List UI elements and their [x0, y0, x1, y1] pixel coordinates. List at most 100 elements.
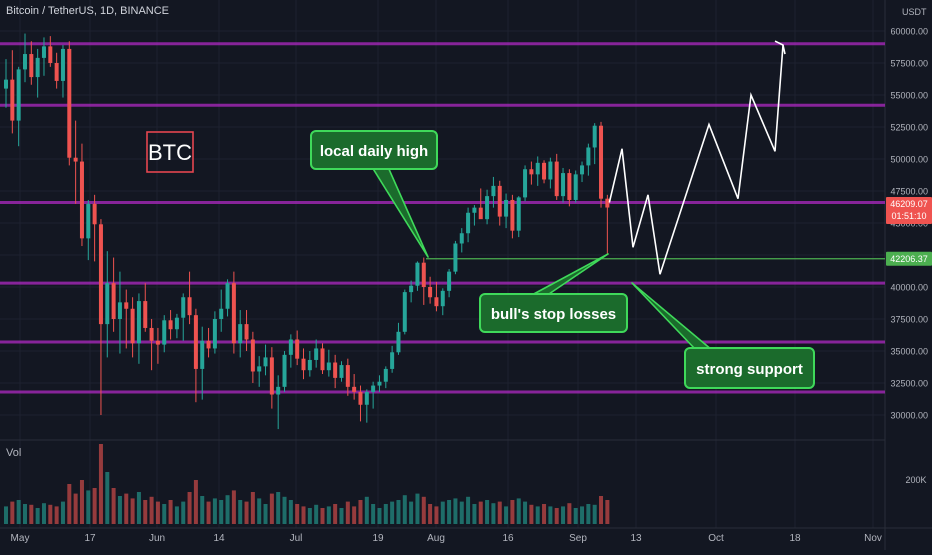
- candle-body: [181, 297, 186, 318]
- volume-bar: [22, 504, 27, 524]
- y-tick-label: 35000.00: [890, 347, 928, 357]
- volume-bar: [48, 504, 53, 524]
- volume-bar: [79, 480, 84, 524]
- candle-body: [510, 199, 515, 231]
- volume-bar: [155, 501, 160, 524]
- candle-body: [105, 283, 110, 325]
- volume-bar: [16, 500, 21, 524]
- volume-bar: [288, 500, 293, 524]
- candle-body: [276, 386, 281, 395]
- candle-body: [459, 233, 464, 244]
- volume-bar: [162, 504, 167, 524]
- candle-body: [16, 69, 21, 121]
- candle-body: [162, 320, 167, 345]
- volume-bar: [345, 501, 350, 524]
- candle-body: [282, 354, 287, 387]
- volume-bar: [269, 493, 274, 524]
- candle-body: [143, 301, 148, 328]
- volume-bar: [466, 496, 471, 524]
- candle-body: [453, 243, 458, 272]
- x-tick-label: 18: [789, 533, 801, 544]
- candle-body: [415, 262, 420, 286]
- volume-bar: [10, 501, 15, 524]
- volume-label: Vol: [6, 447, 22, 459]
- candle-body: [535, 162, 540, 175]
- candle-body: [206, 340, 211, 349]
- candle-body: [599, 125, 604, 199]
- volume-bar: [92, 488, 97, 524]
- volume-bar: [440, 501, 445, 524]
- candle-body: [136, 301, 141, 344]
- candle-body: [98, 224, 103, 325]
- candle-body: [111, 283, 116, 319]
- volume-bar: [561, 506, 566, 524]
- volume-bar: [478, 501, 483, 524]
- x-tick-label: Nov: [864, 533, 882, 544]
- candle-body: [86, 203, 91, 239]
- candle-body: [117, 302, 122, 319]
- volume-bar: [580, 506, 585, 524]
- volume-bar: [231, 490, 236, 524]
- candle-body: [567, 173, 572, 200]
- callout-local-high-box: [310, 130, 438, 170]
- callout-strong-support-box: [684, 347, 815, 389]
- candle-body: [314, 348, 319, 360]
- candle-body: [54, 63, 59, 81]
- x-tick-label: May: [11, 533, 30, 544]
- volume-bar: [244, 501, 249, 524]
- volume-bar: [529, 504, 534, 524]
- candle-body: [352, 386, 357, 392]
- y-tick-label: 50000.00: [890, 155, 928, 165]
- candle-body: [472, 207, 477, 213]
- x-tick-label: Oct: [708, 533, 724, 544]
- x-tick-label: 14: [213, 533, 225, 544]
- x-tick-label: Aug: [427, 533, 445, 544]
- candle-body: [592, 125, 597, 148]
- candle-body: [548, 161, 553, 180]
- candle-body: [174, 317, 179, 330]
- volume-bar: [117, 496, 122, 524]
- volume-bar: [554, 508, 559, 524]
- volume-bar: [371, 504, 376, 524]
- volume-bar: [4, 506, 8, 524]
- y-tick-label: 52500.00: [890, 123, 928, 133]
- volume-bar: [333, 504, 338, 524]
- volume-bar: [491, 503, 496, 524]
- candle-body: [580, 165, 585, 175]
- volume-bar: [377, 508, 382, 524]
- candle-body: [497, 185, 502, 217]
- y-tick-label: 30000.00: [890, 411, 928, 421]
- candle-body: [250, 339, 255, 372]
- volume-bar: [453, 498, 458, 524]
- volume-bar: [67, 484, 72, 524]
- volume-bar: [225, 495, 230, 524]
- volume-bar: [415, 493, 420, 524]
- volume-bar: [130, 498, 135, 524]
- volume-bar: [447, 500, 452, 524]
- candle-body: [478, 207, 483, 220]
- volume-bar: [459, 501, 464, 524]
- volume-bar: [421, 496, 426, 524]
- candle-body: [605, 198, 610, 208]
- candle-body: [428, 287, 433, 298]
- y-tick-label: 60000.00: [890, 27, 928, 37]
- volume-bar: [212, 498, 217, 524]
- candle-body: [396, 331, 401, 353]
- volume-bar: [181, 501, 186, 524]
- candle-body: [187, 297, 192, 316]
- projection-arrowhead: [774, 40, 786, 55]
- candle-body: [320, 348, 325, 371]
- volume-bar: [390, 501, 395, 524]
- candle-body: [434, 297, 439, 307]
- x-tick-label: 19: [372, 533, 384, 544]
- volume-bar: [497, 501, 502, 524]
- callout-stop-losses-text: bull's stop losses: [491, 306, 616, 323]
- volume-bar: [542, 504, 547, 524]
- candle-body: [371, 385, 376, 392]
- candle-body: [504, 199, 509, 217]
- volume-bar: [282, 496, 287, 524]
- candle-body: [516, 197, 521, 231]
- candle-body: [377, 381, 382, 386]
- candle-body: [193, 315, 198, 369]
